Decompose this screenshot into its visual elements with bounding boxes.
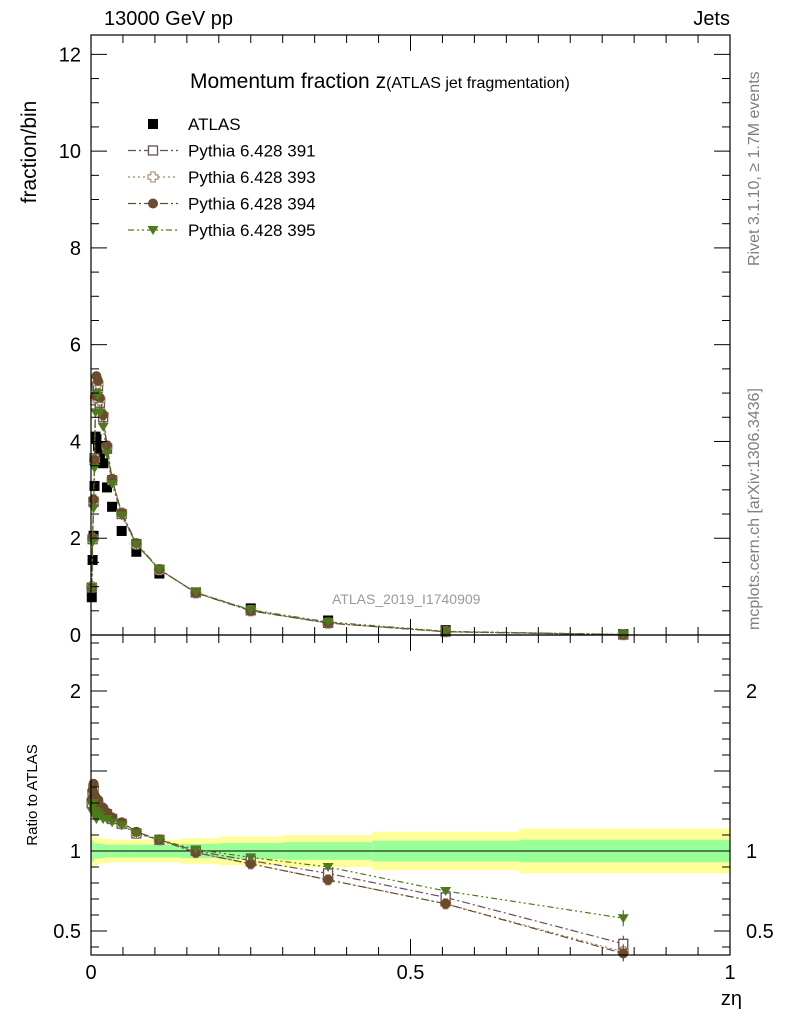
legend-marker <box>147 171 159 183</box>
ratio-data-point <box>618 948 629 959</box>
ratio-data-point <box>440 898 451 909</box>
ratio-y-tick-label: 0.5 <box>53 921 81 943</box>
main-series-0 <box>86 431 629 640</box>
legend-layer: ATLAS Pythia 6.428 391 Pythia 6.428 393 Pyt… <box>128 115 316 240</box>
ratio-panel-frame <box>90 634 731 956</box>
main-data-point <box>116 525 127 536</box>
legend-marker <box>148 119 158 129</box>
ratio-data-point <box>323 874 334 885</box>
chart-title-main: Momentum fraction z <box>190 70 386 93</box>
ratio-data-point <box>153 835 165 845</box>
main-y-tick-label: 2 <box>70 528 81 550</box>
ratio-y-tick-label: 2 <box>70 681 81 703</box>
main-data-point <box>153 565 165 575</box>
main-series-4 <box>86 389 629 640</box>
main-data-point <box>93 375 104 386</box>
main-data-point <box>89 480 100 491</box>
x-tick-label: 0.5 <box>397 962 425 984</box>
main-data-point <box>101 440 112 451</box>
main-y-tick-label: 6 <box>70 335 81 357</box>
x-tick-label: 1 <box>724 962 735 984</box>
legend-label: Pythia 6.428 391 <box>188 142 316 161</box>
main-data-point <box>101 449 113 459</box>
ratio-band-layer <box>91 828 730 874</box>
ratio-y-tick-label-right: 2 <box>746 681 757 703</box>
ratio-data-point <box>130 829 142 839</box>
main-y-tick-label: 10 <box>59 141 81 163</box>
legend-marker <box>147 226 159 235</box>
main-data-point <box>88 504 100 514</box>
main-data-point <box>94 408 106 418</box>
legend-label: Pythia 6.428 395 <box>188 221 316 240</box>
main-data-point <box>106 480 118 490</box>
x-tick-label: 0 <box>85 962 96 984</box>
chart-title-sub: (ATLAS jet fragmentation) <box>386 75 570 92</box>
plot-header-right: Jets <box>693 8 730 30</box>
legend-label: Pythia 6.428 393 <box>188 168 316 187</box>
ratio-data-point <box>106 818 118 828</box>
main-data-point <box>94 450 105 461</box>
main-data-point <box>116 511 128 521</box>
chart-title: Momentum fraction z(ATLAS jet fragmentat… <box>190 70 570 93</box>
main-data-point <box>93 441 104 452</box>
ratio-data-point <box>440 887 452 896</box>
main-data-point <box>322 617 334 627</box>
ratio-data-point <box>617 914 629 924</box>
main-data-point <box>107 501 118 512</box>
ratio-y-tick-label-right: 1 <box>746 841 757 863</box>
main-data-point <box>98 458 109 469</box>
main-data-point <box>101 482 112 493</box>
legend-marker <box>147 145 159 156</box>
main-panel-frame <box>90 34 731 636</box>
ratio-series-2 <box>86 778 629 962</box>
main-data-point <box>89 464 101 474</box>
main-data-point <box>87 538 99 548</box>
ratio-data-point <box>245 853 257 863</box>
ratio-data-point <box>245 858 256 869</box>
main-y-tick-label: 8 <box>70 238 81 260</box>
main-y-axis-label: fraction/bin <box>18 101 41 204</box>
plot-header-left: 13000 GeV pp <box>104 8 233 30</box>
main-y-tick-label: 4 <box>70 431 81 453</box>
main-data-point <box>190 588 202 598</box>
watermark-label: ATLAS_2019_I1740909 <box>332 591 481 607</box>
ratio-y-axis-label: Ratio to ATLAS <box>24 744 41 845</box>
ratio-data-point <box>116 821 128 831</box>
ratio-y-tick-label: 1 <box>70 841 81 863</box>
main-y-tick-label: 0 <box>70 625 81 647</box>
ratio-y-tick-label-right: 0.5 <box>746 921 774 943</box>
ratio-data-point <box>322 863 334 872</box>
main-y-tick-label: 12 <box>59 44 81 66</box>
main-data-point <box>86 592 97 603</box>
x-axis-label: zη <box>721 988 742 1010</box>
main-data-point <box>97 422 109 432</box>
legend-marker <box>148 198 158 209</box>
legend-label: Pythia 6.428 394 <box>188 195 316 214</box>
ratio-data-point <box>190 845 202 855</box>
main-data-point <box>130 540 142 550</box>
ratio-data-point <box>101 815 113 824</box>
main-data-point <box>245 605 257 615</box>
main-data-point <box>131 546 142 557</box>
main-data-point <box>92 391 104 401</box>
legend-label: ATLAS <box>188 115 241 134</box>
main-data-point <box>86 585 98 595</box>
main-data-point <box>91 434 102 445</box>
